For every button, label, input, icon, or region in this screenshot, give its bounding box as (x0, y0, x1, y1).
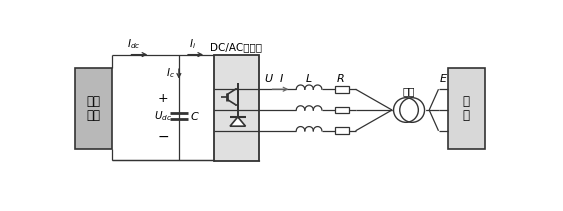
Bar (448, 68, 485, 149)
Text: $C$: $C$ (190, 110, 199, 122)
Text: $U$: $U$ (264, 72, 274, 84)
Text: $L$: $L$ (305, 72, 313, 84)
Bar (336, 86, 350, 93)
Text: $I_c$: $I_c$ (166, 66, 175, 80)
Text: $U_{dc}$: $U_{dc}$ (154, 109, 172, 123)
Text: $I_i$: $I_i$ (189, 37, 195, 51)
Bar (394, 98, 418, 122)
Text: $I$: $I$ (279, 72, 284, 84)
Text: DC/AC逆变器: DC/AC逆变器 (210, 43, 262, 53)
Text: 箱变: 箱变 (403, 87, 415, 97)
Text: +: + (158, 92, 169, 105)
Text: 光伏: 光伏 (87, 95, 101, 108)
Bar (75, 68, 112, 149)
Text: −: − (158, 130, 169, 144)
Text: 阵列: 阵列 (87, 108, 101, 122)
Text: 电: 电 (463, 95, 470, 108)
Bar (400, 98, 425, 122)
Text: $I_{dc}$: $I_{dc}$ (127, 37, 141, 51)
Polygon shape (230, 117, 245, 126)
Text: $E$: $E$ (439, 72, 448, 84)
Text: $R$: $R$ (336, 72, 345, 84)
Bar (214, 55, 259, 161)
Bar (336, 127, 350, 134)
Text: 网: 网 (463, 108, 470, 122)
Bar (336, 107, 350, 114)
